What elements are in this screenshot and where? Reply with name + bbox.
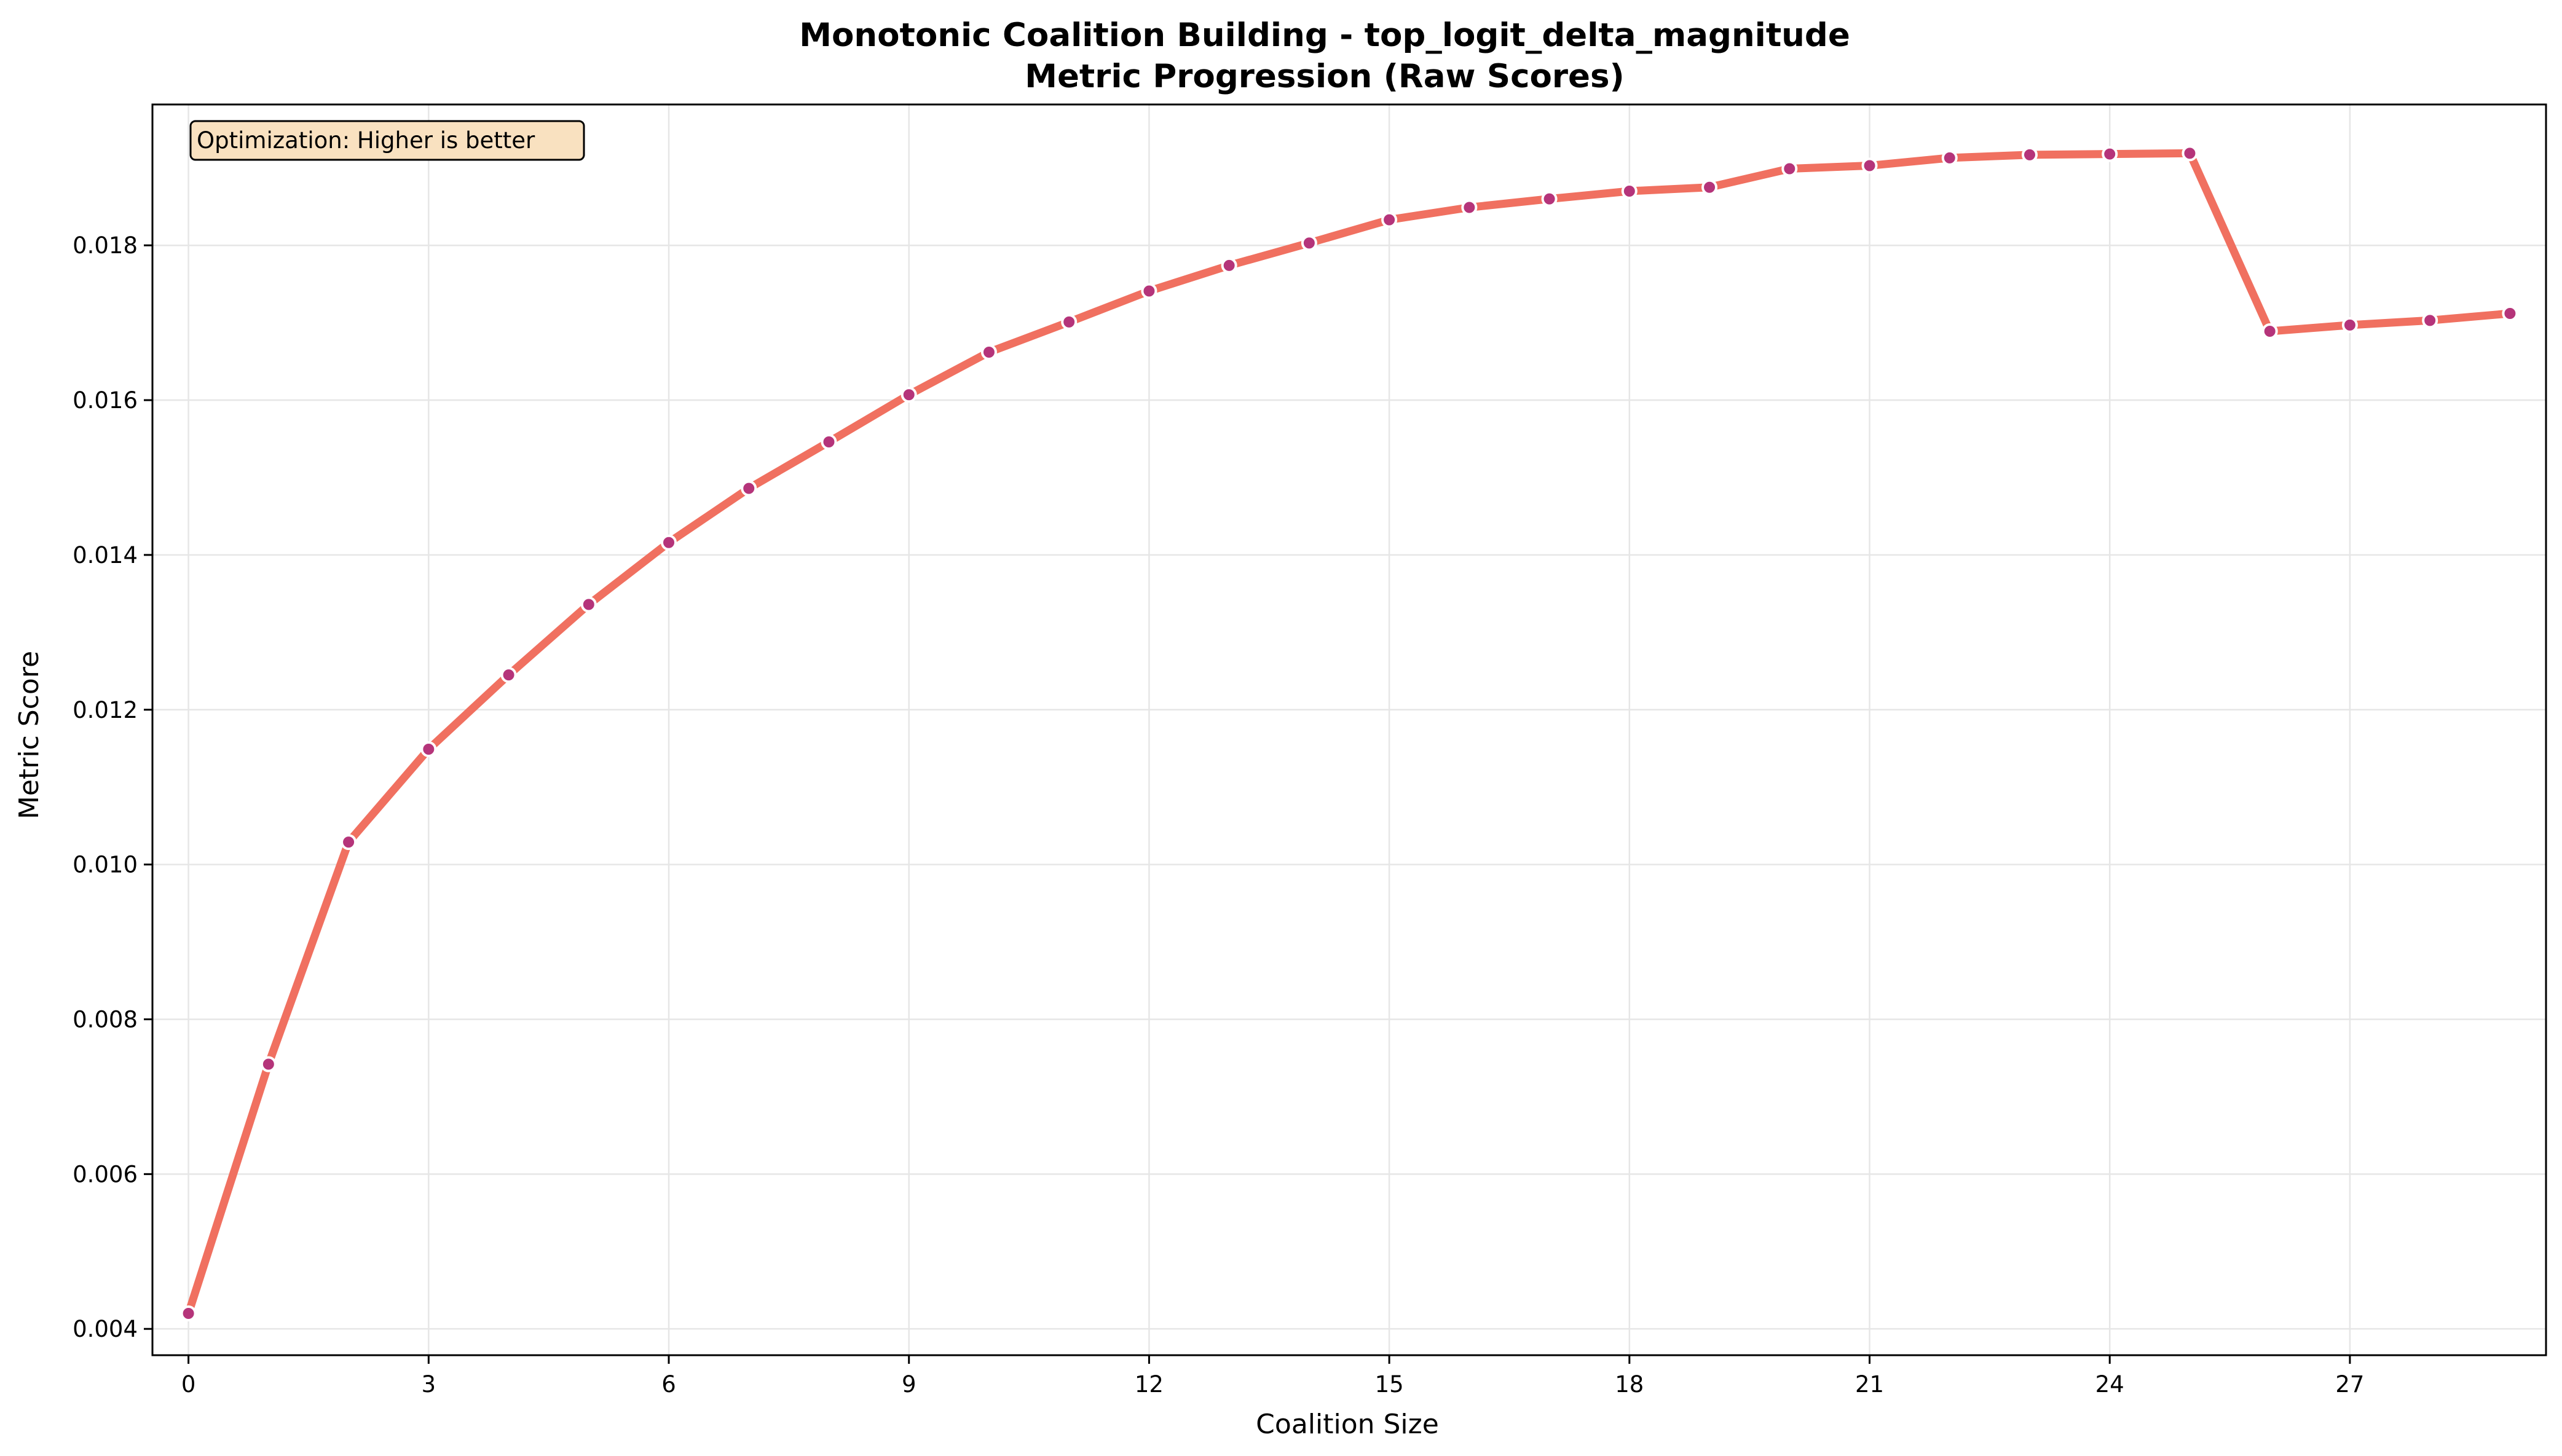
data-point: [2261, 323, 2278, 339]
data-point: [1621, 183, 1638, 200]
series-line-layer: [184, 149, 2514, 1318]
data-point: [980, 344, 997, 360]
plot-area-frame: [151, 103, 2547, 1356]
y-axis-ticks: 0.004 0.006 0.008 0.010 0.012 0.014 0.016 0.018: [73, 232, 152, 1342]
data-point: [1381, 211, 1398, 228]
data-point: [661, 534, 677, 551]
x-axis-label: Coalition Size: [1256, 1409, 1439, 1440]
y-tick-label: 0.016: [73, 387, 138, 414]
x-tick-label: 0: [181, 1371, 196, 1398]
data-point: [2102, 146, 2118, 162]
y-axis-label: Metric Score: [14, 651, 45, 819]
y-tick-label: 0.014: [73, 542, 138, 569]
data-point: [580, 596, 597, 613]
series-line: [184, 149, 2514, 1318]
data-point: [1141, 283, 1157, 299]
data-point: [1701, 179, 1718, 195]
grid: [152, 104, 2546, 1355]
x-tick-label: 27: [2335, 1371, 2364, 1398]
data-point: [1941, 149, 1958, 166]
y-tick-label: 0.012: [73, 697, 138, 723]
y-tick-label: 0.006: [73, 1161, 138, 1187]
y-tick-label: 0.018: [73, 232, 138, 259]
data-point: [1461, 199, 1478, 216]
x-axis-ticks: 0 3 6 9 12 15 18 21 24 27: [181, 1355, 2364, 1398]
data-point: [821, 434, 837, 451]
y-tick-label: 0.010: [73, 852, 138, 878]
annotation-text: Optimization: Higher is better: [197, 127, 535, 154]
data-point: [260, 1056, 277, 1072]
data-point: [1781, 160, 1798, 177]
data-point: [2502, 305, 2518, 322]
data-point: [500, 667, 517, 683]
x-tick-label: 12: [1135, 1371, 1164, 1398]
data-point: [420, 741, 437, 757]
x-tick-label: 18: [1615, 1371, 1644, 1398]
x-tick-label: 9: [902, 1371, 916, 1398]
x-tick-label: 24: [2095, 1371, 2124, 1398]
data-point: [2341, 317, 2358, 333]
data-point: [341, 834, 357, 851]
x-tick-label: 21: [1855, 1371, 1884, 1398]
annotation-background: [189, 120, 585, 161]
chart-title: Monotonic Coalition Building - top_logit…: [799, 17, 1850, 54]
chart-subtitle: Metric Progression (Raw Scores): [1025, 58, 1625, 95]
data-point: [1861, 157, 1878, 174]
data-point: [1061, 313, 1078, 330]
y-tick-label: 0.008: [73, 1006, 138, 1033]
data-point: [1541, 191, 1558, 207]
y-tick-label: 0.004: [73, 1316, 138, 1342]
data-point: [1301, 235, 1317, 251]
data-point: [741, 480, 757, 497]
data-point: [180, 1305, 197, 1321]
data-point: [2182, 145, 2198, 162]
data-point-layer: [180, 145, 2518, 1321]
x-tick-label: 15: [1375, 1371, 1404, 1398]
data-point: [2422, 312, 2438, 329]
annotation-box: Optimization: Higher is better: [189, 120, 585, 161]
data-point: [2021, 146, 2038, 163]
x-tick-label: 6: [661, 1371, 676, 1398]
data-point: [901, 387, 917, 403]
x-tick-label: 3: [422, 1371, 436, 1398]
data-point: [1221, 257, 1237, 273]
